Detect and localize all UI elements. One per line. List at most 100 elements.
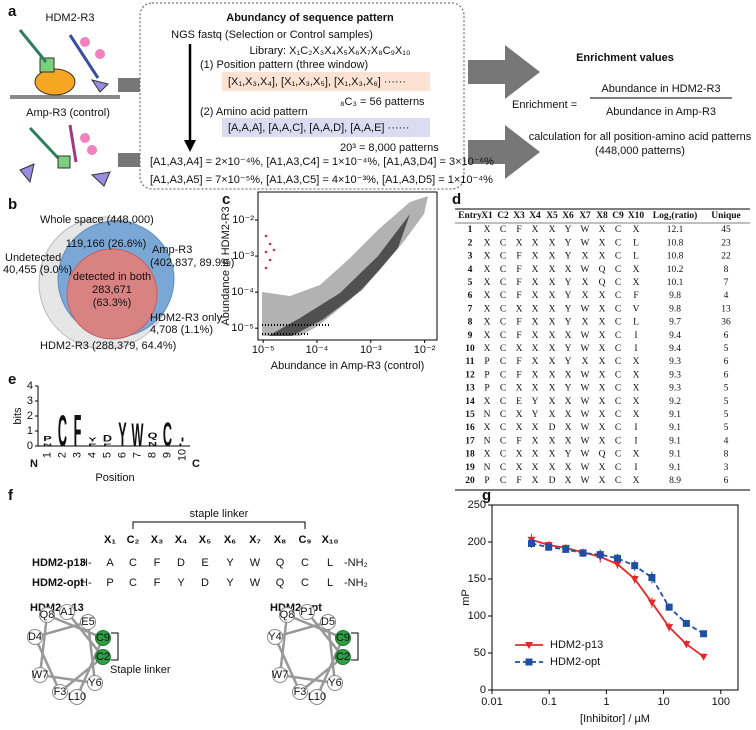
column-header: X1 bbox=[481, 211, 493, 221]
table-cell: X bbox=[532, 225, 539, 235]
table-cell: C bbox=[500, 278, 506, 288]
y-tick-label: 2 bbox=[27, 410, 33, 422]
table-cell: L bbox=[633, 318, 639, 328]
table-cell: X bbox=[532, 265, 539, 275]
table-cell: X bbox=[516, 450, 523, 460]
residue-label: C9 bbox=[96, 632, 110, 644]
helix-path bbox=[33, 611, 105, 698]
table-cell: W bbox=[581, 436, 590, 446]
marker bbox=[545, 543, 553, 551]
y-tick-label: 0 bbox=[480, 684, 486, 696]
residue: A bbox=[106, 557, 114, 569]
table-cell: 19 bbox=[465, 463, 475, 473]
table-cell: X bbox=[633, 225, 640, 235]
table-cell: C bbox=[615, 252, 621, 262]
panel-label: e bbox=[8, 371, 16, 388]
table-cell: 15 bbox=[465, 410, 475, 420]
label: NGS fastq (Selection or Control samples) bbox=[171, 29, 373, 41]
residue: L bbox=[327, 577, 333, 589]
table-cell: F bbox=[516, 252, 521, 262]
table-cell: X bbox=[599, 463, 606, 473]
table-cell: W bbox=[581, 370, 590, 380]
table-cell: X bbox=[599, 476, 606, 486]
table-cell: 18 bbox=[465, 450, 475, 460]
table-cell: 8.9 bbox=[669, 476, 681, 486]
y-tick-label: 10⁻² bbox=[232, 214, 254, 226]
x-axis-label: [Inhibitor] / µM bbox=[580, 713, 650, 725]
table-cell: C bbox=[500, 252, 506, 262]
x-tick-label: 5 bbox=[101, 452, 113, 458]
table-cell: 7 bbox=[468, 304, 473, 314]
residue: C bbox=[301, 557, 309, 569]
table-cell: X bbox=[484, 304, 491, 314]
table-cell: X bbox=[599, 304, 606, 314]
residue-node bbox=[52, 684, 68, 700]
binder bbox=[90, 79, 109, 93]
table-cell: 9 bbox=[468, 331, 473, 341]
y-tick-label: 1 bbox=[27, 425, 33, 437]
table-cell: X bbox=[484, 318, 491, 328]
logo-letter: Q bbox=[148, 432, 158, 441]
panel-label: a bbox=[8, 3, 17, 20]
table-cell: P bbox=[484, 384, 489, 394]
table-cell: F bbox=[516, 265, 521, 275]
table-cell: Q bbox=[599, 450, 606, 460]
venn-label: (402,837, 89.9%) bbox=[150, 257, 234, 269]
label: ₈C₃ = 56 patterns bbox=[340, 96, 425, 108]
table-cell: 5 bbox=[468, 278, 473, 288]
table-cell: X bbox=[549, 278, 556, 288]
table-cell: W bbox=[581, 476, 590, 486]
pattern-box bbox=[139, 2, 465, 190]
marker bbox=[596, 551, 604, 559]
table-cell: C bbox=[500, 238, 506, 248]
phage bbox=[18, 29, 48, 63]
venn-label: 283,671 bbox=[92, 284, 132, 296]
big-arrow bbox=[468, 125, 540, 179]
table-cell: X bbox=[532, 370, 539, 380]
table-cell: X bbox=[633, 476, 640, 486]
table-cell: X bbox=[532, 423, 539, 433]
binder bbox=[95, 49, 105, 59]
table-cell: 10.1 bbox=[667, 278, 684, 288]
column-header: C2 bbox=[497, 211, 509, 221]
table-cell: Y bbox=[532, 397, 539, 407]
table-cell: 45 bbox=[721, 225, 731, 235]
table-cell: 2 bbox=[468, 238, 473, 248]
legend-marker bbox=[525, 658, 533, 666]
phage bbox=[68, 124, 78, 163]
marker bbox=[699, 653, 708, 661]
table-cell: 13 bbox=[721, 304, 731, 314]
table-cell: X bbox=[484, 291, 491, 301]
logo-letter: Y bbox=[118, 417, 126, 454]
residue-node bbox=[335, 630, 351, 646]
table-cell: Y bbox=[565, 318, 572, 328]
phage bbox=[68, 34, 100, 79]
table-cell: F bbox=[516, 278, 521, 288]
table-cell: 11 bbox=[466, 357, 475, 367]
table-cell: 3 bbox=[724, 463, 729, 473]
binder bbox=[39, 57, 55, 73]
residue-label: E5 bbox=[81, 616, 94, 628]
table-cell: C bbox=[500, 450, 506, 460]
table-cell: X bbox=[516, 463, 523, 473]
table-cell: 17 bbox=[465, 436, 475, 446]
point bbox=[264, 266, 268, 270]
table-cell: F bbox=[633, 291, 638, 301]
table-cell: C bbox=[615, 410, 621, 420]
x-tick-label: 1 bbox=[41, 452, 53, 458]
table-cell: X bbox=[599, 423, 606, 433]
table-cell: X bbox=[565, 410, 572, 420]
table-cell: X bbox=[565, 370, 572, 380]
table-cell: W bbox=[581, 238, 590, 248]
table-cell: W bbox=[581, 225, 590, 235]
table-cell: 9.4 bbox=[669, 331, 681, 341]
table-cell: X bbox=[532, 252, 539, 262]
table-cell: X bbox=[599, 331, 606, 341]
table-cell: 5 bbox=[724, 423, 729, 433]
logo-letter: E bbox=[88, 443, 96, 447]
residue: Q bbox=[276, 577, 285, 589]
residue-node bbox=[32, 667, 48, 683]
label: 20³ = 8,000 patterns bbox=[340, 142, 439, 154]
table-cell: Q bbox=[599, 278, 606, 288]
